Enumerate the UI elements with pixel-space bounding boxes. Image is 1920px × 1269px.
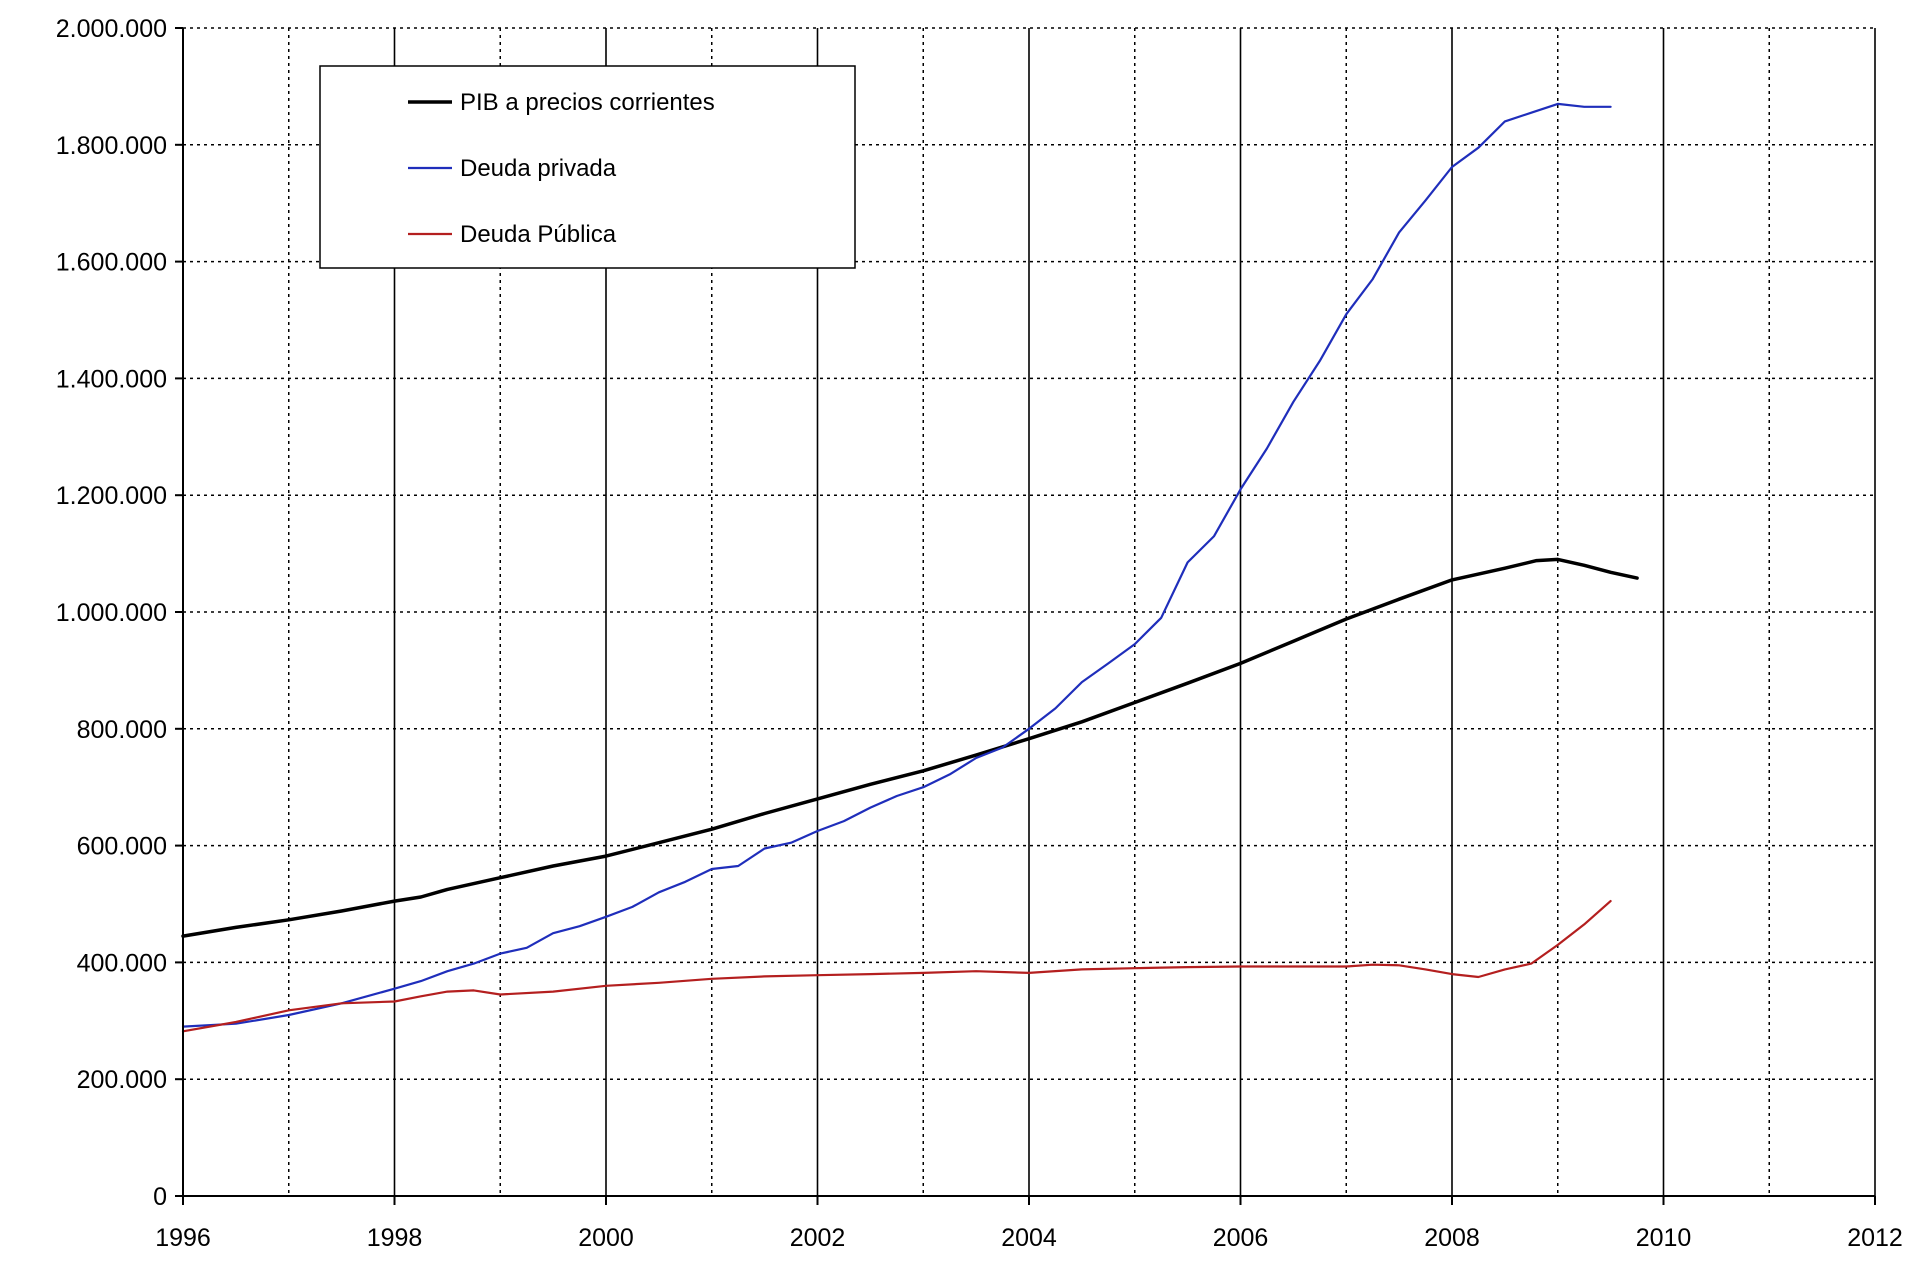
tick-labels: 0 200.000 400.000 600.000 800.000 1.000.000 1.…: [56, 15, 1903, 1252]
y-tick-label: 1.000.000: [56, 599, 167, 627]
y-tick-label: 200.000: [77, 1066, 167, 1094]
x-tick-label: 2010: [1636, 1224, 1692, 1252]
x-tick-label: 1998: [367, 1224, 423, 1252]
series-line-1: [181, 102, 1612, 1028]
y-tick-label: 400.000: [77, 949, 167, 977]
legend-label-0: PIB a precios corrientes: [460, 89, 715, 116]
legend: PIB a precios corrientes Deuda privada Deu…: [319, 65, 856, 269]
y-tick-label: 2.000.000: [56, 15, 167, 43]
series-lines: [181, 102, 1639, 1033]
series-line-0: [181, 557, 1639, 938]
y-tick-label: 600.000: [77, 833, 167, 861]
x-tick-label: 1996: [155, 1224, 211, 1252]
x-tick-label: 2008: [1424, 1224, 1480, 1252]
x-tick-label: 2004: [1001, 1224, 1057, 1252]
y-tick-label: 1.800.000: [56, 132, 167, 160]
y-tick-label: 0: [153, 1183, 167, 1211]
x-tick-label: 2006: [1213, 1224, 1269, 1252]
y-tick-label: 1.600.000: [56, 249, 167, 277]
x-tick-label: 2000: [578, 1224, 634, 1252]
legend-label-2: Deuda Pública: [460, 221, 617, 248]
series-line-2: [181, 899, 1612, 1033]
x-tick-label: 2002: [790, 1224, 846, 1252]
legend-label-1: Deuda privada: [460, 155, 617, 182]
y-tick-label: 1.200.000: [56, 482, 167, 510]
axes: [175, 27, 1876, 1205]
x-tick-label: 2012: [1847, 1224, 1903, 1252]
y-tick-label: 800.000: [77, 716, 167, 744]
y-tick-label: 1.400.000: [56, 365, 167, 393]
